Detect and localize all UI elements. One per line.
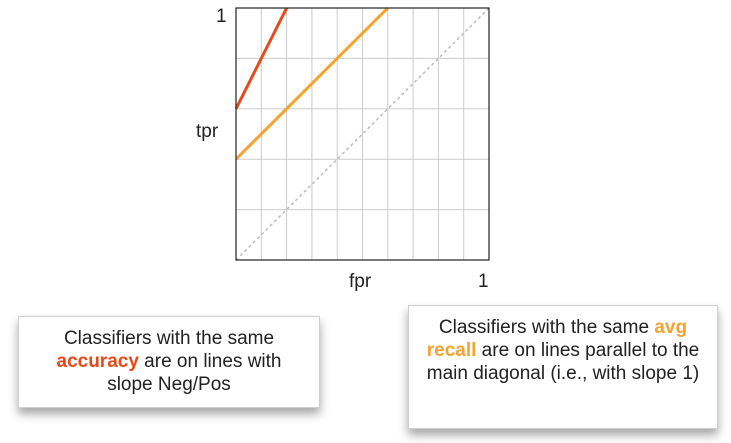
recall-callout-pre: Classifiers with the same [438, 317, 655, 338]
accuracy-callout-pre: Classifiers with the same [63, 328, 275, 349]
accuracy-line [234, 7, 288, 110]
plot-frame [235, 7, 490, 261]
accuracy-callout: Classifiers with the same accuracy are o… [18, 316, 320, 408]
recall-callout-post: are on lines parallel to the main diagon… [426, 340, 700, 384]
grid-lines [236, 8, 489, 260]
accuracy-callout-post: are on lines with slope Neg/Pos [107, 351, 282, 395]
avg-recall-callout: Classifiers with the same avg recall are… [408, 305, 718, 429]
series-lines [234, 6, 490, 261]
x-axis-label: fpr [349, 271, 372, 292]
y-axis-label: tpr [196, 121, 219, 142]
x-tick-label-1: 1 [478, 271, 489, 292]
recall-highlight: avg recall [426, 317, 688, 361]
avg-recall-line [234, 6, 389, 161]
accuracy-highlight: accuracy [56, 351, 139, 372]
y-tick-label-1: 1 [216, 6, 227, 27]
